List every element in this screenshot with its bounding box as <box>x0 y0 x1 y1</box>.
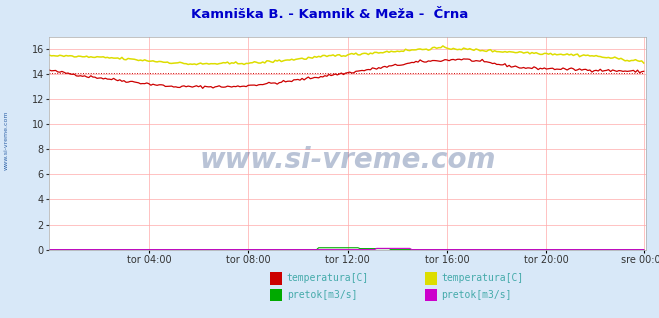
Text: pretok[m3/s]: pretok[m3/s] <box>287 290 357 300</box>
Text: www.si-vreme.com: www.si-vreme.com <box>4 110 9 170</box>
Text: www.si-vreme.com: www.si-vreme.com <box>200 146 496 174</box>
Text: temperatura[C]: temperatura[C] <box>287 273 369 283</box>
Text: pretok[m3/s]: pretok[m3/s] <box>442 290 512 300</box>
Text: temperatura[C]: temperatura[C] <box>442 273 524 283</box>
Text: Kamniška B. - Kamnik & Meža -  Črna: Kamniška B. - Kamnik & Meža - Črna <box>191 8 468 21</box>
